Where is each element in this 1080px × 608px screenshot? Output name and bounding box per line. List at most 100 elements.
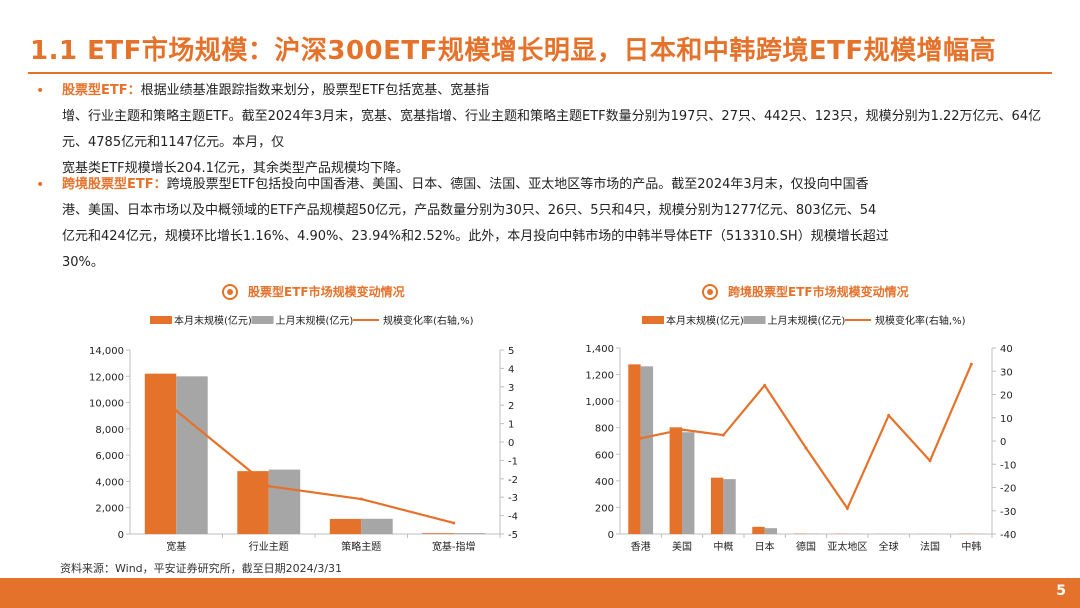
bullet-dot-icon: • <box>36 177 45 193</box>
x-axis-tick-label: 香港 <box>631 541 651 553</box>
legend-swatch <box>251 316 274 324</box>
bullet-line: 增、行业主题和策略主题ETF。截至2024年3月末，宽基、宽基指增、行业主题和策… <box>62 109 1042 150</box>
chart-title-dot-icon <box>227 289 233 295</box>
bar <box>723 479 736 534</box>
right-axis-tick-label: 1 <box>508 420 514 431</box>
x-axis-tick-label: 日本 <box>755 540 775 553</box>
x-axis-tick-label: 宽基-指增 <box>432 540 476 553</box>
bar <box>752 526 765 534</box>
bullet-line-text: 根据业绩基准跟踪指数来划分，股票型ETF包括宽基、宽基指 <box>140 83 490 98</box>
legend-swatch <box>743 316 766 324</box>
right-axis-tick-label: -40 <box>1000 530 1016 541</box>
bar <box>329 518 362 534</box>
title-divider <box>28 72 1052 74</box>
left-axis-tick-label: 4,000 <box>95 477 124 488</box>
left-axis-tick-label: 8,000 <box>95 425 124 436</box>
right-axis-tick-label: 0 <box>1000 437 1006 448</box>
bar <box>268 469 301 534</box>
left-axis-tick-label: 10,000 <box>89 399 124 410</box>
right-axis-tick-label: 40 <box>1000 344 1013 355</box>
x-axis-tick-label: 中概 <box>713 540 733 553</box>
right-axis-tick-label: -2 <box>508 475 518 486</box>
bullet-heading: 股票型ETF： <box>62 83 141 98</box>
bar <box>453 533 486 534</box>
right-axis-tick-label: 20 <box>1000 391 1013 402</box>
line-point <box>680 428 684 432</box>
left-axis-tick-label: 200 <box>595 503 614 514</box>
bullet-line: 跨境股票型ETF：跨境股票型ETF包括投向中国香港、美国、日本、德国、法国、亚太… <box>62 172 1056 198</box>
x-axis-tick-label: 中韩 <box>961 540 981 553</box>
left-axis-tick-label: 6,000 <box>95 451 124 462</box>
left-axis-tick-label: 0 <box>608 530 614 541</box>
right-axis-tick-label: 4 <box>508 364 514 375</box>
legend-swatch <box>150 316 172 324</box>
x-axis-tick-label: 美国 <box>672 540 692 553</box>
line-point <box>804 446 808 450</box>
bullet-cross-border-etf: • 跨境股票型ETF：跨境股票型ETF包括投向中国香港、美国、日本、德国、法国、… <box>36 172 1056 276</box>
line-point <box>969 362 973 366</box>
legend-swatch <box>642 316 664 324</box>
bar <box>628 364 641 534</box>
page-number: 5 <box>1056 583 1066 599</box>
bullet-line-text: 跨境股票型ETF包括投向中国香港、美国、日本、德国、法国、亚太地区等市场的产品。… <box>166 177 869 192</box>
line-point <box>845 506 849 510</box>
left-axis-tick-label: 2,000 <box>95 504 124 515</box>
right-axis-tick-label: 10 <box>1000 414 1013 425</box>
bullet-line: 宽基类ETF规模增长204.1亿元，其余类型产品规模均下降。 <box>62 161 409 176</box>
x-axis-tick-label: 亚太地区 <box>827 540 867 553</box>
chart-title-ring-icon <box>702 284 718 300</box>
bullet-line: 股票型ETF：根据业绩基准跟踪指数来划分，股票型ETF包括宽基、宽基指 <box>62 78 1056 104</box>
bullet-line: 港、美国、日本市场以及中概领域的ETF产品规模超50亿元，产品数量分别为30只、… <box>62 203 877 218</box>
line-point <box>928 459 932 463</box>
line-point <box>763 383 767 387</box>
bullet-stock-etf: • 股票型ETF：根据业绩基准跟踪指数来划分，股票型ETF包括宽基、宽基指 增、… <box>36 78 1056 182</box>
left-axis-tick-label: 1,000 <box>585 397 614 408</box>
right-axis-tick-label: 0 <box>508 438 514 449</box>
bullet-heading: 跨境股票型ETF： <box>62 177 167 192</box>
legend-label: 规模变化率(右轴,%) <box>383 314 474 327</box>
left-axis-tick-label: 800 <box>595 424 614 435</box>
bar <box>422 533 454 534</box>
left-axis-tick-label: 400 <box>595 477 614 488</box>
right-axis-tick-label: -10 <box>1000 460 1016 471</box>
line-point <box>452 521 456 525</box>
bar <box>361 518 393 534</box>
x-axis-tick-label: 全球 <box>879 540 899 553</box>
bullet-line: 30%。 <box>62 255 104 270</box>
chart-title: 股票型ETF市场规模变动情况 <box>248 284 405 299</box>
right-axis-tick-label: -1 <box>508 456 518 467</box>
legend-label: 上月末规模(亿元) <box>276 314 354 327</box>
x-axis-tick-label: 行业主题 <box>249 540 289 553</box>
right-axis-tick-label: -3 <box>508 493 518 504</box>
right-axis-tick-label: 30 <box>1000 367 1013 378</box>
line-point <box>721 433 725 437</box>
bar <box>710 477 724 534</box>
bullet-line: 亿元和424亿元，规模环比增长1.16%、4.90%、23.94%和2.52%。… <box>62 229 889 244</box>
legend-label: 上月末规模(亿元) <box>768 314 846 327</box>
bar <box>237 471 269 534</box>
bar <box>640 366 654 534</box>
left-axis-tick-label: 1,400 <box>585 344 614 355</box>
chart-title: 跨境股票型ETF市场规模变动情况 <box>728 284 909 299</box>
legend-label: 规模变化率(右轴,%) <box>875 314 966 327</box>
left-axis-tick-label: 12,000 <box>89 372 124 383</box>
x-axis-tick-label: 宽基 <box>166 540 186 553</box>
chart-title-ring-icon <box>222 284 238 300</box>
x-axis-tick-label: 策略主题 <box>341 540 381 553</box>
series-line <box>175 409 455 525</box>
legend-label: 本月末规模(亿元) <box>666 314 744 327</box>
x-axis-tick-label: 德国 <box>796 540 816 553</box>
line-point <box>639 436 643 440</box>
page-title: 1.1 ETF市场规模：沪深300ETF规模增长明显，日本和中韩跨境ETF规模增… <box>30 36 997 66</box>
x-axis-tick-label: 法国 <box>920 540 940 553</box>
right-axis-tick-label: -4 <box>508 512 518 523</box>
right-axis-tick-label: -20 <box>1000 484 1016 495</box>
legend-label: 本月末规模(亿元) <box>174 314 252 327</box>
left-axis-tick-label: 600 <box>595 450 614 461</box>
left-axis-tick-label: 14,000 <box>89 346 124 357</box>
left-axis-tick-label: 1,200 <box>585 371 614 382</box>
bar <box>682 432 695 534</box>
footer-bar <box>0 578 1080 608</box>
